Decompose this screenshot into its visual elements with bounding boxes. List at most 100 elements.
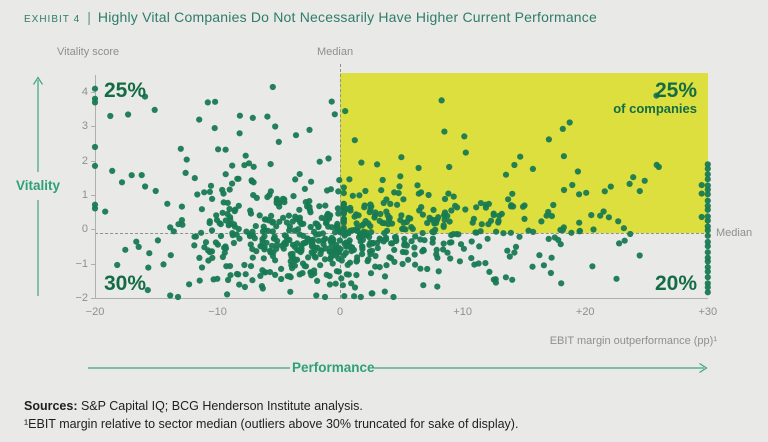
data-point (287, 288, 294, 295)
data-point (492, 279, 499, 286)
data-point (698, 190, 705, 197)
data-point (704, 264, 711, 271)
data-point (219, 209, 226, 216)
data-point (311, 267, 318, 274)
data-point (462, 149, 469, 156)
data-point (144, 287, 151, 294)
data-point (321, 293, 329, 301)
data-point (478, 221, 485, 228)
data-point (175, 221, 182, 228)
data-point (540, 262, 548, 269)
data-point (296, 171, 303, 178)
data-point (345, 271, 352, 278)
data-point (230, 239, 237, 247)
data-point (285, 212, 292, 219)
data-point (329, 260, 336, 267)
data-point (220, 190, 227, 197)
data-point (448, 207, 455, 214)
data-point (419, 248, 426, 255)
data-point (704, 268, 711, 275)
data-point (202, 239, 210, 246)
y-tick-mark (91, 263, 95, 265)
data-point (335, 210, 342, 217)
sources-label: Sources: (24, 399, 78, 413)
data-point (234, 175, 241, 182)
sources-line: Sources: S&P Capital IQ; BCG Henderson I… (24, 398, 518, 416)
data-point (325, 155, 332, 162)
data-point (249, 254, 256, 261)
data-point (253, 194, 260, 201)
data-point (630, 174, 637, 181)
data-point (641, 177, 648, 184)
data-point (249, 114, 256, 121)
y-tick-label: 0 (81, 223, 88, 236)
data-point (336, 237, 343, 244)
data-point (441, 195, 449, 203)
data-point (704, 254, 711, 261)
data-point (196, 116, 203, 123)
data-point (509, 276, 516, 283)
y-axis (95, 75, 96, 298)
data-point (174, 293, 182, 301)
data-point (286, 227, 293, 234)
data-point (331, 111, 338, 118)
data-point (278, 265, 285, 272)
data-point (327, 186, 334, 193)
data-point (461, 133, 468, 140)
data-point (441, 128, 448, 135)
median-label-right: Median (716, 227, 753, 239)
data-point (196, 254, 203, 261)
data-point (636, 252, 643, 259)
data-point (102, 208, 109, 215)
y-tick-mark (91, 229, 95, 231)
data-point (201, 189, 208, 196)
data-point (91, 85, 99, 92)
data-point (414, 182, 421, 189)
data-point (146, 250, 153, 257)
data-point (473, 204, 480, 211)
data-point (342, 249, 349, 256)
data-point (326, 248, 333, 255)
median-label-top: Median (317, 46, 354, 58)
data-point (205, 247, 212, 254)
data-point (493, 228, 500, 235)
data-point (351, 137, 358, 144)
data-point (368, 290, 375, 297)
data-point (551, 234, 558, 241)
data-point (360, 228, 367, 235)
data-point (242, 271, 249, 278)
data-point (621, 237, 628, 244)
data-point (204, 99, 211, 106)
data-point (434, 216, 441, 223)
data-point (316, 158, 323, 165)
data-point (222, 171, 229, 178)
data-point (360, 221, 367, 228)
data-point (261, 246, 268, 253)
data-point (589, 263, 596, 270)
data-point (253, 248, 260, 255)
data-point (704, 238, 711, 246)
data-point (91, 143, 99, 151)
data-point (399, 260, 406, 268)
data-point (170, 228, 177, 235)
data-point (435, 268, 442, 275)
data-point (265, 227, 272, 234)
x-tick-label: 0 (337, 306, 344, 318)
data-point (322, 202, 329, 209)
performance-axis-word: Performance (292, 360, 375, 375)
data-point (704, 202, 711, 209)
data-point (208, 227, 216, 234)
data-point (447, 255, 454, 262)
data-point (704, 289, 711, 296)
data-point (381, 288, 388, 295)
data-point (270, 249, 277, 256)
data-point (429, 239, 436, 246)
data-point (588, 212, 595, 219)
data-point (114, 261, 121, 269)
data-point (294, 247, 301, 254)
data-point (178, 203, 185, 210)
data-point (456, 258, 463, 265)
data-point (376, 217, 383, 224)
data-point (607, 183, 614, 190)
data-point (296, 206, 303, 213)
